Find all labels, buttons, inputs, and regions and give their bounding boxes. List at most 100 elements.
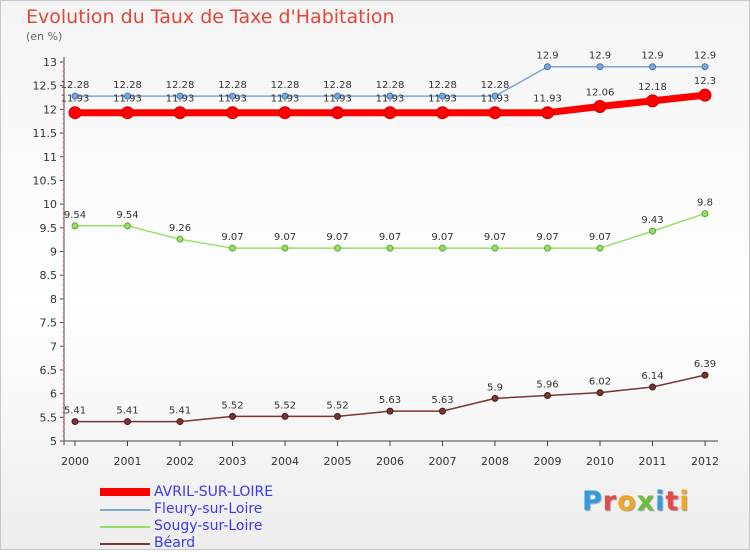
data-label-b-ard: 5.52 [274, 400, 296, 411]
data-point-fleury-sur-loire [596, 63, 604, 71]
data-point-sougy-sur-loire [386, 244, 394, 252]
data-label-fleury-sur-loire: 12.28 [61, 80, 90, 91]
data-point-sougy-sur-loire [544, 244, 551, 252]
series-layer [68, 63, 712, 426]
x-tick-label: 2005 [324, 455, 352, 468]
data-label-fleury-sur-loire: 12.28 [113, 80, 142, 91]
data-label-fleury-sur-loire: 12.9 [641, 51, 663, 62]
data-label-b-ard: 5.41 [169, 406, 191, 417]
data-point-b-ard [124, 418, 131, 426]
data-label-b-ard: 6.02 [589, 377, 611, 388]
data-point-b-ard [176, 418, 184, 426]
data-label-sougy-sur-loire: 9.07 [379, 232, 401, 243]
data-label-sougy-sur-loire: 9.07 [431, 232, 453, 243]
data-label-fleury-sur-loire: 12.9 [589, 51, 611, 62]
y-tick-label: 13 [43, 56, 57, 69]
y-tick-label: 12.5 [33, 80, 58, 93]
data-point-avril-sur-loire [278, 106, 292, 120]
data-label-avril-sur-loire: 11.93 [113, 94, 142, 105]
data-point-b-ard [229, 412, 236, 420]
logo-letter: o [617, 486, 637, 517]
y-axis-ticks: 5 5.5 6 6.5 7 7.5 8 8.5 9 9.5 10 10.5 11 11.5 12 12.5 13 [33, 56, 65, 448]
data-point-avril-sur-loire [68, 106, 82, 120]
data-point-avril-sur-loire [383, 106, 397, 120]
data-point-avril-sur-loire [593, 100, 607, 114]
data-point-fleury-sur-loire [124, 92, 131, 100]
data-label-avril-sur-loire: 11.93 [61, 94, 90, 105]
data-label-avril-sur-loire: 11.93 [533, 94, 562, 105]
data-point-avril-sur-loire [173, 106, 187, 120]
data-point-avril-sur-loire [698, 88, 712, 102]
data-point-sougy-sur-loire [701, 210, 709, 218]
x-axis-ticks: 2000 2001 2002 2003 2004 2005 2006 2007 2008 2009… [61, 441, 719, 468]
x-tick-label: 2009 [534, 455, 562, 468]
data-point-avril-sur-loire [226, 106, 239, 120]
logo-letter: x [636, 486, 656, 517]
logo-letter: t [665, 486, 680, 517]
chart-title: Evolution du Taux de Taxe d'Habitation [26, 6, 395, 28]
x-tick-label: 2000 [61, 455, 89, 468]
data-point-fleury-sur-loire [491, 92, 499, 100]
x-tick-label: 2003 [219, 455, 247, 468]
data-point-fleury-sur-loire [544, 63, 551, 71]
data-label-b-ard: 5.9 [487, 382, 503, 393]
data-point-b-ard [701, 371, 709, 379]
data-point-sougy-sur-loire [71, 222, 79, 230]
data-point-fleury-sur-loire [176, 92, 184, 100]
data-label-fleury-sur-loire: 12.28 [271, 80, 300, 91]
legend-swatch [100, 488, 150, 496]
data-point-fleury-sur-loire [439, 92, 446, 100]
legend: AVRIL-SUR-LOIRE Fleury-sur-Loire Sougy-sur… [100, 484, 360, 552]
data-point-avril-sur-loire [121, 106, 134, 120]
x-tick-label: 2012 [691, 455, 719, 468]
data-point-avril-sur-loire [436, 106, 449, 120]
y-tick-label: 12 [43, 103, 57, 116]
x-tick-label: 2007 [429, 455, 457, 468]
data-label-fleury-sur-loire: 12.28 [166, 80, 195, 91]
legend-item-avril-sur-loire: AVRIL-SUR-LOIRE [100, 484, 360, 501]
data-label-avril-sur-loire: 12.18 [638, 82, 667, 93]
data-point-b-ard [439, 407, 446, 415]
data-label-fleury-sur-loire: 12.28 [481, 80, 510, 91]
y-tick-label: 11 [43, 151, 57, 164]
x-tick-label: 2006 [376, 455, 404, 468]
data-point-avril-sur-loire [646, 94, 659, 108]
y-tick-label: 9.5 [40, 222, 58, 235]
x-tick-label: 2001 [114, 455, 142, 468]
legend-label: Béard [154, 535, 196, 551]
y-tick-label: 10 [43, 198, 57, 211]
data-point-avril-sur-loire [541, 106, 554, 120]
data-label-avril-sur-loire: 11.93 [481, 94, 510, 105]
data-label-sougy-sur-loire: 9.07 [484, 232, 506, 243]
data-label-avril-sur-loire: 11.93 [271, 94, 300, 105]
legend-label: Sougy-sur-Loire [154, 518, 263, 534]
data-label-sougy-sur-loire: 9.07 [221, 232, 243, 243]
y-tick-label: 6 [50, 388, 57, 401]
data-label-avril-sur-loire: 11.93 [166, 94, 195, 105]
data-point-b-ard [334, 412, 341, 420]
data-point-b-ard [491, 394, 499, 402]
y-tick-label: 7.5 [40, 317, 58, 330]
data-label-sougy-sur-loire: 9.54 [64, 210, 86, 221]
data-point-b-ard [386, 407, 394, 415]
data-point-fleury-sur-loire [71, 92, 79, 100]
legend-label: AVRIL-SUR-LOIRE [154, 484, 274, 500]
y-tick-label: 5.5 [40, 411, 58, 424]
data-label-sougy-sur-loire: 9.54 [116, 210, 138, 221]
data-label-b-ard: 6.39 [694, 359, 716, 370]
y-tick-label: 6.5 [40, 364, 58, 377]
data-point-sougy-sur-loire [334, 244, 341, 252]
data-point-sougy-sur-loire [281, 244, 289, 252]
data-label-avril-sur-loire: 11.93 [323, 94, 352, 105]
data-point-b-ard [544, 392, 551, 400]
chart-unit-label: (en %) [26, 30, 63, 43]
data-point-fleury-sur-loire [649, 63, 656, 71]
data-point-avril-sur-loire [331, 106, 344, 120]
data-point-fleury-sur-loire [701, 63, 709, 71]
legend-item-b-ard: Béard [100, 535, 360, 552]
legend-item-sougy-sur-loire: Sougy-sur-Loire [100, 518, 360, 535]
data-label-sougy-sur-loire: 9.07 [536, 232, 558, 243]
data-labels: 12.28 12.28 12.28 12.28 12.28 12.28 12.28 12.28… [61, 51, 716, 417]
